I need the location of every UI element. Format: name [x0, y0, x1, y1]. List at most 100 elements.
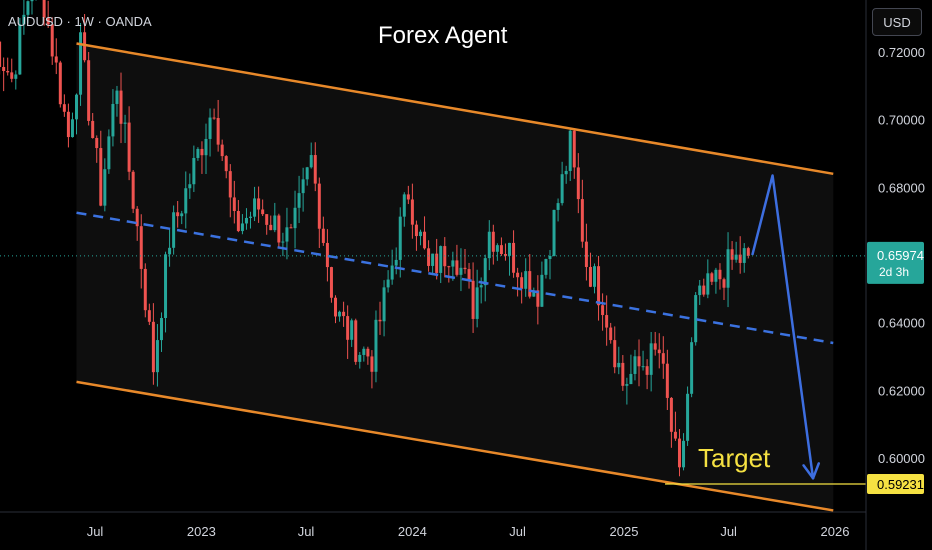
candle-body — [46, 17, 50, 25]
candle-body — [580, 199, 584, 242]
x-tick-label: 2025 — [610, 524, 639, 539]
candle-body — [479, 285, 483, 288]
current-price-value: 0.65974 — [877, 248, 924, 263]
candle-body — [123, 122, 127, 124]
candle-body — [342, 311, 346, 317]
y-tick-label: 0.64000 — [878, 316, 925, 331]
candle-body — [552, 209, 556, 256]
candle-body — [95, 137, 99, 149]
candle-body — [503, 254, 507, 256]
candle-body — [645, 366, 649, 375]
candle-body — [135, 208, 139, 227]
candle-body — [54, 56, 58, 63]
channel-lower-line — [76, 380, 834, 512]
candle-body — [70, 119, 74, 138]
candle-body — [394, 259, 398, 266]
candle-body — [572, 130, 576, 168]
countdown-value: 2d 3h — [879, 265, 909, 279]
candle-body — [625, 384, 629, 386]
x-tick-label: Jul — [298, 524, 315, 539]
projection-path — [751, 174, 815, 479]
candle-body — [601, 305, 605, 316]
candle-body — [726, 249, 730, 288]
candle-body — [718, 269, 722, 280]
candle-body — [451, 260, 455, 267]
candle-body — [629, 373, 633, 385]
candle-body — [544, 259, 548, 275]
candle-body — [180, 213, 184, 217]
y-tick-label: 0.60000 — [878, 451, 925, 466]
candle-body — [673, 431, 677, 439]
candle-body — [366, 348, 370, 357]
candle-body — [244, 217, 248, 224]
candle-body — [520, 277, 524, 289]
candle-body — [240, 223, 244, 232]
candle-body — [2, 66, 6, 72]
candle-body — [346, 316, 350, 340]
currency-button[interactable]: USD — [872, 8, 922, 36]
candle-body — [309, 155, 313, 168]
candle-body — [313, 155, 317, 184]
candle-body — [188, 184, 192, 189]
candle-body — [224, 156, 228, 172]
candle-body — [265, 214, 269, 225]
candle-body — [410, 199, 414, 225]
candle-body — [617, 362, 621, 368]
candle-body — [66, 111, 70, 138]
candle-body — [540, 274, 544, 307]
candle-body — [746, 248, 750, 256]
x-tick-label: 2026 — [821, 524, 850, 539]
candle-body — [714, 269, 718, 282]
candle-body — [613, 340, 617, 368]
candle-body — [139, 226, 143, 269]
candle-body — [220, 144, 224, 157]
projection-arrowhead — [811, 462, 821, 480]
candle-body — [738, 254, 742, 263]
candle-body — [285, 227, 289, 242]
candle-body — [159, 318, 163, 341]
candle-body — [633, 356, 637, 374]
candle-body — [10, 72, 14, 79]
candle-body — [588, 266, 592, 287]
candle-body — [257, 198, 261, 210]
candle-body — [127, 122, 131, 172]
candle-body — [164, 254, 168, 319]
candle-body — [212, 117, 216, 119]
candle-body — [398, 216, 402, 260]
candle-body — [427, 248, 431, 266]
candle-body — [232, 197, 236, 211]
candle-body — [151, 321, 155, 373]
current-price-badge — [867, 241, 924, 284]
candle-body — [386, 279, 390, 288]
candle-body — [508, 242, 512, 256]
candle-body — [516, 272, 520, 278]
projection-arrowhead — [802, 464, 815, 480]
candle-body — [321, 228, 325, 243]
candle-body — [273, 215, 277, 231]
candle-body — [536, 290, 540, 307]
candle-body — [467, 269, 471, 281]
candle-body — [325, 242, 329, 268]
candle-body — [350, 320, 354, 340]
candle-body — [455, 260, 459, 275]
candle-body — [228, 171, 232, 198]
candle-body — [528, 271, 532, 297]
candle-body — [682, 440, 686, 468]
candle-body — [297, 193, 301, 208]
candle-body — [79, 32, 83, 95]
candle-body — [261, 209, 265, 215]
candle-body — [706, 273, 710, 295]
candle-body — [362, 348, 366, 355]
candle-body — [172, 212, 176, 248]
candle-body — [334, 297, 337, 317]
candle-body — [269, 224, 273, 231]
candle-body — [184, 188, 188, 214]
candle-body — [378, 319, 382, 322]
candle-body — [690, 342, 694, 394]
candle-body — [512, 242, 516, 273]
candle-body — [471, 280, 475, 319]
candle-body — [147, 310, 151, 322]
candle-body — [143, 268, 147, 311]
